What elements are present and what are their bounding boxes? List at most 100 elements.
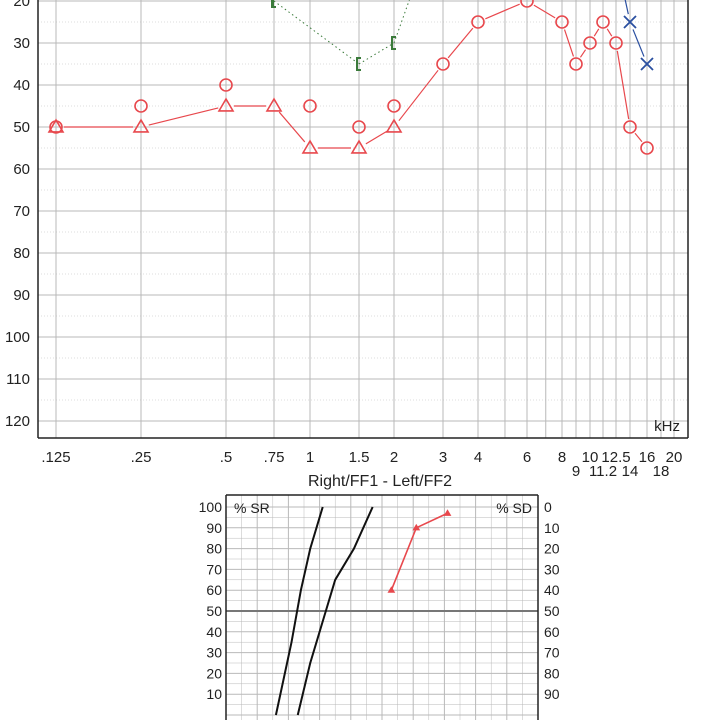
speech-left-tick-label: 80 xyxy=(206,541,222,557)
audiogram-circle-marker xyxy=(436,57,450,71)
audiogram-triangle-marker xyxy=(217,97,235,112)
audiogram-circle-marker xyxy=(471,15,485,29)
audiogram-triangle-marker xyxy=(265,97,283,112)
speech-right-tick-label: 20 xyxy=(544,541,560,557)
audiogram-circle-marker xyxy=(555,15,569,29)
audiogram-bracket-marker xyxy=(271,0,276,8)
audiogram-x-tick-label: 1.5 xyxy=(349,449,370,466)
audiogram-circle-marker xyxy=(583,36,597,50)
speech-sr-label: % SR xyxy=(234,500,270,516)
audiogram-x-tick-label: 16 xyxy=(639,449,656,466)
audiogram-x-tick-label-lower: 14 xyxy=(622,463,639,480)
speech-right-tick-label: 50 xyxy=(544,603,560,619)
audiogram-y-tick-label: 100 xyxy=(5,329,30,346)
audiogram-y-tick-label: 120 xyxy=(5,413,30,430)
audiogram-bracket-marker xyxy=(391,36,396,50)
speech-triangle-marker xyxy=(443,509,452,516)
audiogram-series-line xyxy=(632,29,645,57)
audiogram-series-line xyxy=(606,28,613,37)
audiogram-bone-line xyxy=(393,0,410,44)
audiogram-y-tick-label: 60 xyxy=(13,161,30,178)
speech-left-tick-label: 50 xyxy=(206,603,222,619)
audiogram-series-line xyxy=(533,4,556,19)
audiogram-series-circle xyxy=(436,0,654,155)
audiogram-series-line xyxy=(563,29,575,57)
audiogram-y-tick-label: 30 xyxy=(13,35,30,52)
audiogram-series-line xyxy=(634,132,643,143)
speech-triangle-marker xyxy=(387,586,396,593)
speech-left-tick-label: 20 xyxy=(206,665,222,681)
audiogram-triangle-marker xyxy=(350,139,368,154)
audiogram-y-tick-label: 90 xyxy=(13,287,30,304)
audiogram-bracket-marker xyxy=(356,57,361,71)
speech-left-tick-label: 30 xyxy=(206,645,222,661)
speech-left-tick-label: 60 xyxy=(206,582,222,598)
audiogram-x-tick-label: 20 xyxy=(666,449,683,466)
audiogram-series-line xyxy=(148,107,219,126)
audiogram-series-line xyxy=(447,27,474,59)
audiogram-series-bracket-left xyxy=(271,0,410,71)
audiogram-series-line xyxy=(624,0,629,15)
speech-reference-curve xyxy=(274,506,324,716)
audiogram-x-tick-label: 3 xyxy=(439,449,447,466)
audiogram-circle-marker xyxy=(219,78,233,92)
speech-left-tick-label: 10 xyxy=(206,686,222,702)
audiogram-circle-marker xyxy=(303,99,317,113)
speech-plot: 1009080706050403020100102030405060708090… xyxy=(199,494,560,720)
audiogram-y-tick-label: 80 xyxy=(13,245,30,262)
audiogram-circle-marker xyxy=(387,99,401,113)
audiogram-x-tick-label: 10 xyxy=(582,449,599,466)
audiogram-y-tick-label: 20 xyxy=(13,0,30,10)
audiogram-series-line xyxy=(398,69,439,122)
audiogram-series-line xyxy=(616,50,630,120)
audiogram-y-tick-label: 50 xyxy=(13,119,30,136)
audiogram-x-marker xyxy=(623,15,637,29)
speech-right-tick-label: 40 xyxy=(544,582,560,598)
audiogram-circle-marker xyxy=(352,120,366,134)
speech-right-tick-label: 30 xyxy=(544,561,560,577)
audiogram-x-tick-label: 12.5 xyxy=(601,449,630,466)
audiogram-bone-line xyxy=(273,0,360,65)
audiogram-series-line xyxy=(278,111,306,143)
audiogram-x-tick-label: .125 xyxy=(41,449,70,466)
audiogram-triangle-marker xyxy=(301,139,319,154)
audiogram-circle-marker xyxy=(134,99,148,113)
audiogram-triangle-marker xyxy=(132,118,150,133)
speech-left-tick-label: 90 xyxy=(206,520,222,536)
audiogram-circle-marker xyxy=(623,120,637,134)
audiogram-circle-marker xyxy=(640,141,654,155)
audiogram-circle-marker xyxy=(609,36,623,50)
audiogram-x-tick-label-lower: 9 xyxy=(572,463,580,480)
audiogram-series-line xyxy=(365,130,388,145)
audiogram-series-line xyxy=(593,28,600,37)
audiogram-triangle-marker xyxy=(47,118,65,133)
audiogram-x-tick-label-lower: 18 xyxy=(653,463,670,480)
audiogram-x-axis-title: Right/FF1 - Left/FF2 xyxy=(308,473,452,490)
speech-triangle-marker xyxy=(412,523,421,531)
audiogram-x-tick-label: 6 xyxy=(523,449,531,466)
audiogram-bone-line xyxy=(358,42,395,65)
audiogram-x-tick-label-lower: 11.2 xyxy=(589,463,617,480)
audiogram-circle-marker xyxy=(596,15,610,29)
audiogram-x-tick-label: 2 xyxy=(390,449,398,466)
audiogram-x-tick-label: 8 xyxy=(558,449,566,466)
speech-left-tick-label: 70 xyxy=(206,561,222,577)
audiogram-triangle-marker xyxy=(385,118,403,133)
speech-series-line xyxy=(390,512,448,591)
audiogram-x-tick-label: .25 xyxy=(131,449,152,466)
audiogram-x-tick-label: 1 xyxy=(306,449,314,466)
audiogram-unit-label: kHz xyxy=(654,418,680,435)
audiogram-series-x xyxy=(623,0,654,71)
audiogram-series-line xyxy=(579,49,587,58)
audiogram-x-marker xyxy=(640,57,654,71)
audiogram-x-tick-label: .5 xyxy=(220,449,233,466)
audiogram-circle-marker xyxy=(520,0,534,8)
speech-right-tick-label: 70 xyxy=(544,645,560,661)
speech-sd-label: % SD xyxy=(496,500,532,516)
speech-right-tick-label: 0 xyxy=(544,499,552,515)
audiogram-y-tick-label: 110 xyxy=(6,371,30,388)
audiogram-circle-marker xyxy=(569,57,583,71)
speech-right-tick-label: 10 xyxy=(544,520,560,536)
